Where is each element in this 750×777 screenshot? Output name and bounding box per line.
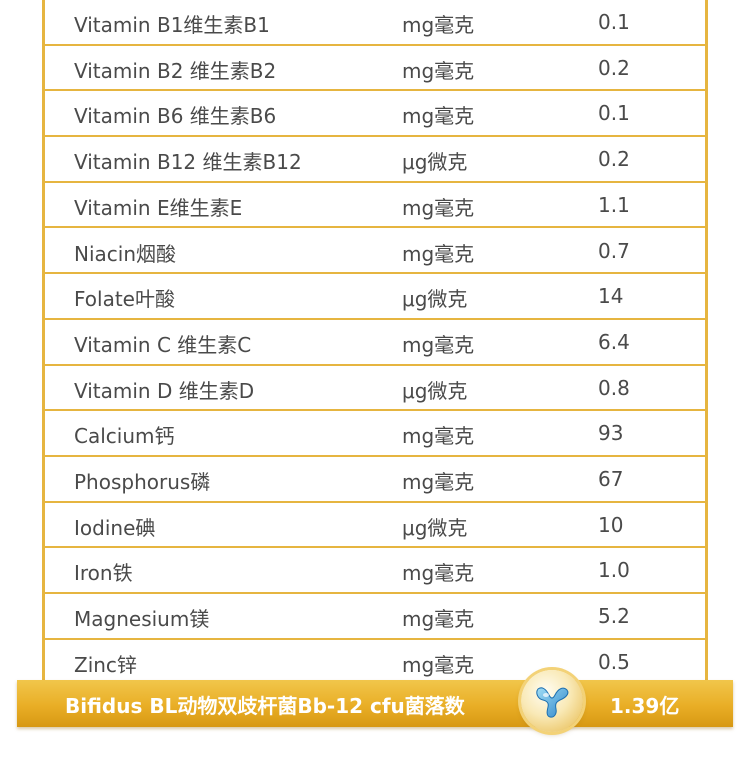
probiotic-label: Bifidus BL动物双歧杆菌Bb-12 cfu菌落数: [65, 694, 465, 718]
nutrient-unit: mg毫克: [402, 58, 475, 83]
table-row: Vitamin D 维生素D μg微克 0.8: [45, 366, 705, 412]
nutrient-value: 0.1: [598, 101, 630, 126]
nutrient-unit: mg毫克: [402, 332, 475, 357]
nutrient-value: 67: [598, 467, 624, 491]
nutrient-value: 14: [598, 284, 624, 309]
nutrient-name: Calcium钙: [74, 424, 175, 449]
probiotic-banner: Bifidus BL动物双歧杆菌Bb-12 cfu菌落数 1.39亿: [17, 680, 733, 727]
nutrient-unit: mg毫克: [402, 424, 475, 449]
nutrient-value: 0.1: [598, 10, 630, 34]
nutrition-table: Vitamin B1维生素B1 mg毫克 0.1 Vitamin B2 维生素B…: [42, 0, 708, 690]
table-row: Niacin烟酸 mg毫克 0.7: [45, 229, 705, 275]
probiotic-badge-icon: [521, 670, 583, 732]
nutrient-unit: mg毫克: [402, 607, 475, 632]
table-row: Vitamin B2 维生素B2 mg毫克 0.2: [45, 46, 705, 92]
table-row: Vitamin E维生素E mg毫克 1.1: [45, 183, 705, 229]
nutrient-value: 0.2: [598, 55, 630, 80]
nutrient-name: Vitamin E维生素E: [74, 195, 243, 220]
nutrient-value: 10: [598, 512, 624, 537]
nutrient-name: Iron铁: [74, 561, 133, 586]
nutrient-unit: mg毫克: [402, 561, 475, 586]
nutrient-unit: μg微克: [402, 378, 468, 403]
nutrient-value: 93: [598, 421, 624, 446]
nutrient-name: Vitamin B12 维生素B12: [74, 150, 302, 175]
nutrient-name: Vitamin C 维生素C: [74, 332, 252, 357]
nutrient-value: 0.8: [598, 375, 630, 400]
nutrient-name: Vitamin B1维生素B1: [74, 13, 270, 37]
table-row: Phosphorus磷 mg毫克 67: [45, 457, 705, 503]
nutrient-name: Vitamin D 维生素D: [74, 378, 255, 403]
nutrient-value: 1.0: [598, 558, 630, 583]
nutrient-name: Iodine碘: [74, 515, 156, 540]
nutrient-value: 6.4: [598, 329, 630, 354]
nutrient-unit: mg毫克: [402, 195, 475, 220]
nutrient-value: 0.5: [598, 649, 630, 674]
nutrient-value: 1.1: [598, 192, 630, 217]
table-row: Folate叶酸 μg微克 14: [45, 274, 705, 320]
nutrient-name: Vitamin B2 维生素B2: [74, 58, 277, 83]
nutrient-unit: mg毫克: [402, 241, 475, 266]
nutrient-value: 0.2: [598, 147, 630, 172]
table-row: Vitamin B1维生素B1 mg毫克 0.1: [45, 0, 705, 46]
table-row: Vitamin B6 维生素B6 mg毫克 0.1: [45, 91, 705, 138]
table-row: Iodine碘 μg微克 10: [45, 503, 705, 549]
nutrient-unit: μg微克: [402, 287, 468, 312]
nutrient-value: 0.7: [598, 238, 630, 263]
table-row: Magnesium镁 mg毫克 5.2: [45, 594, 705, 640]
table-row: Vitamin C 维生素C mg毫克 6.4: [45, 320, 705, 366]
nutrient-unit: mg毫克: [402, 470, 475, 494]
nutrient-name: Magnesium镁: [74, 607, 210, 632]
nutrient-name: Phosphorus磷: [74, 470, 211, 494]
probiotic-value: 1.39亿: [610, 694, 680, 718]
nutrient-name: Niacin烟酸: [74, 241, 177, 266]
table-row: Calcium钙 mg毫克 93: [45, 411, 705, 457]
nutrient-unit: mg毫克: [402, 13, 475, 37]
nutrient-name: Zinc锌: [74, 652, 137, 677]
nutrient-value: 5.2: [598, 604, 630, 629]
nutrient-unit: mg毫克: [402, 652, 475, 677]
table-row: Zinc锌 mg毫克 0.5: [45, 640, 705, 686]
table-row: Vitamin B12 维生素B12 μg微克 0.2: [45, 137, 705, 183]
nutrient-unit: μg微克: [402, 515, 468, 540]
table-row: Iron铁 mg毫克 1.0: [45, 548, 705, 595]
nutrient-name: Folate叶酸: [74, 287, 175, 312]
nutrient-name: Vitamin B6 维生素B6: [74, 104, 277, 129]
nutrient-unit: μg微克: [402, 150, 468, 175]
nutrient-unit: mg毫克: [402, 104, 475, 129]
